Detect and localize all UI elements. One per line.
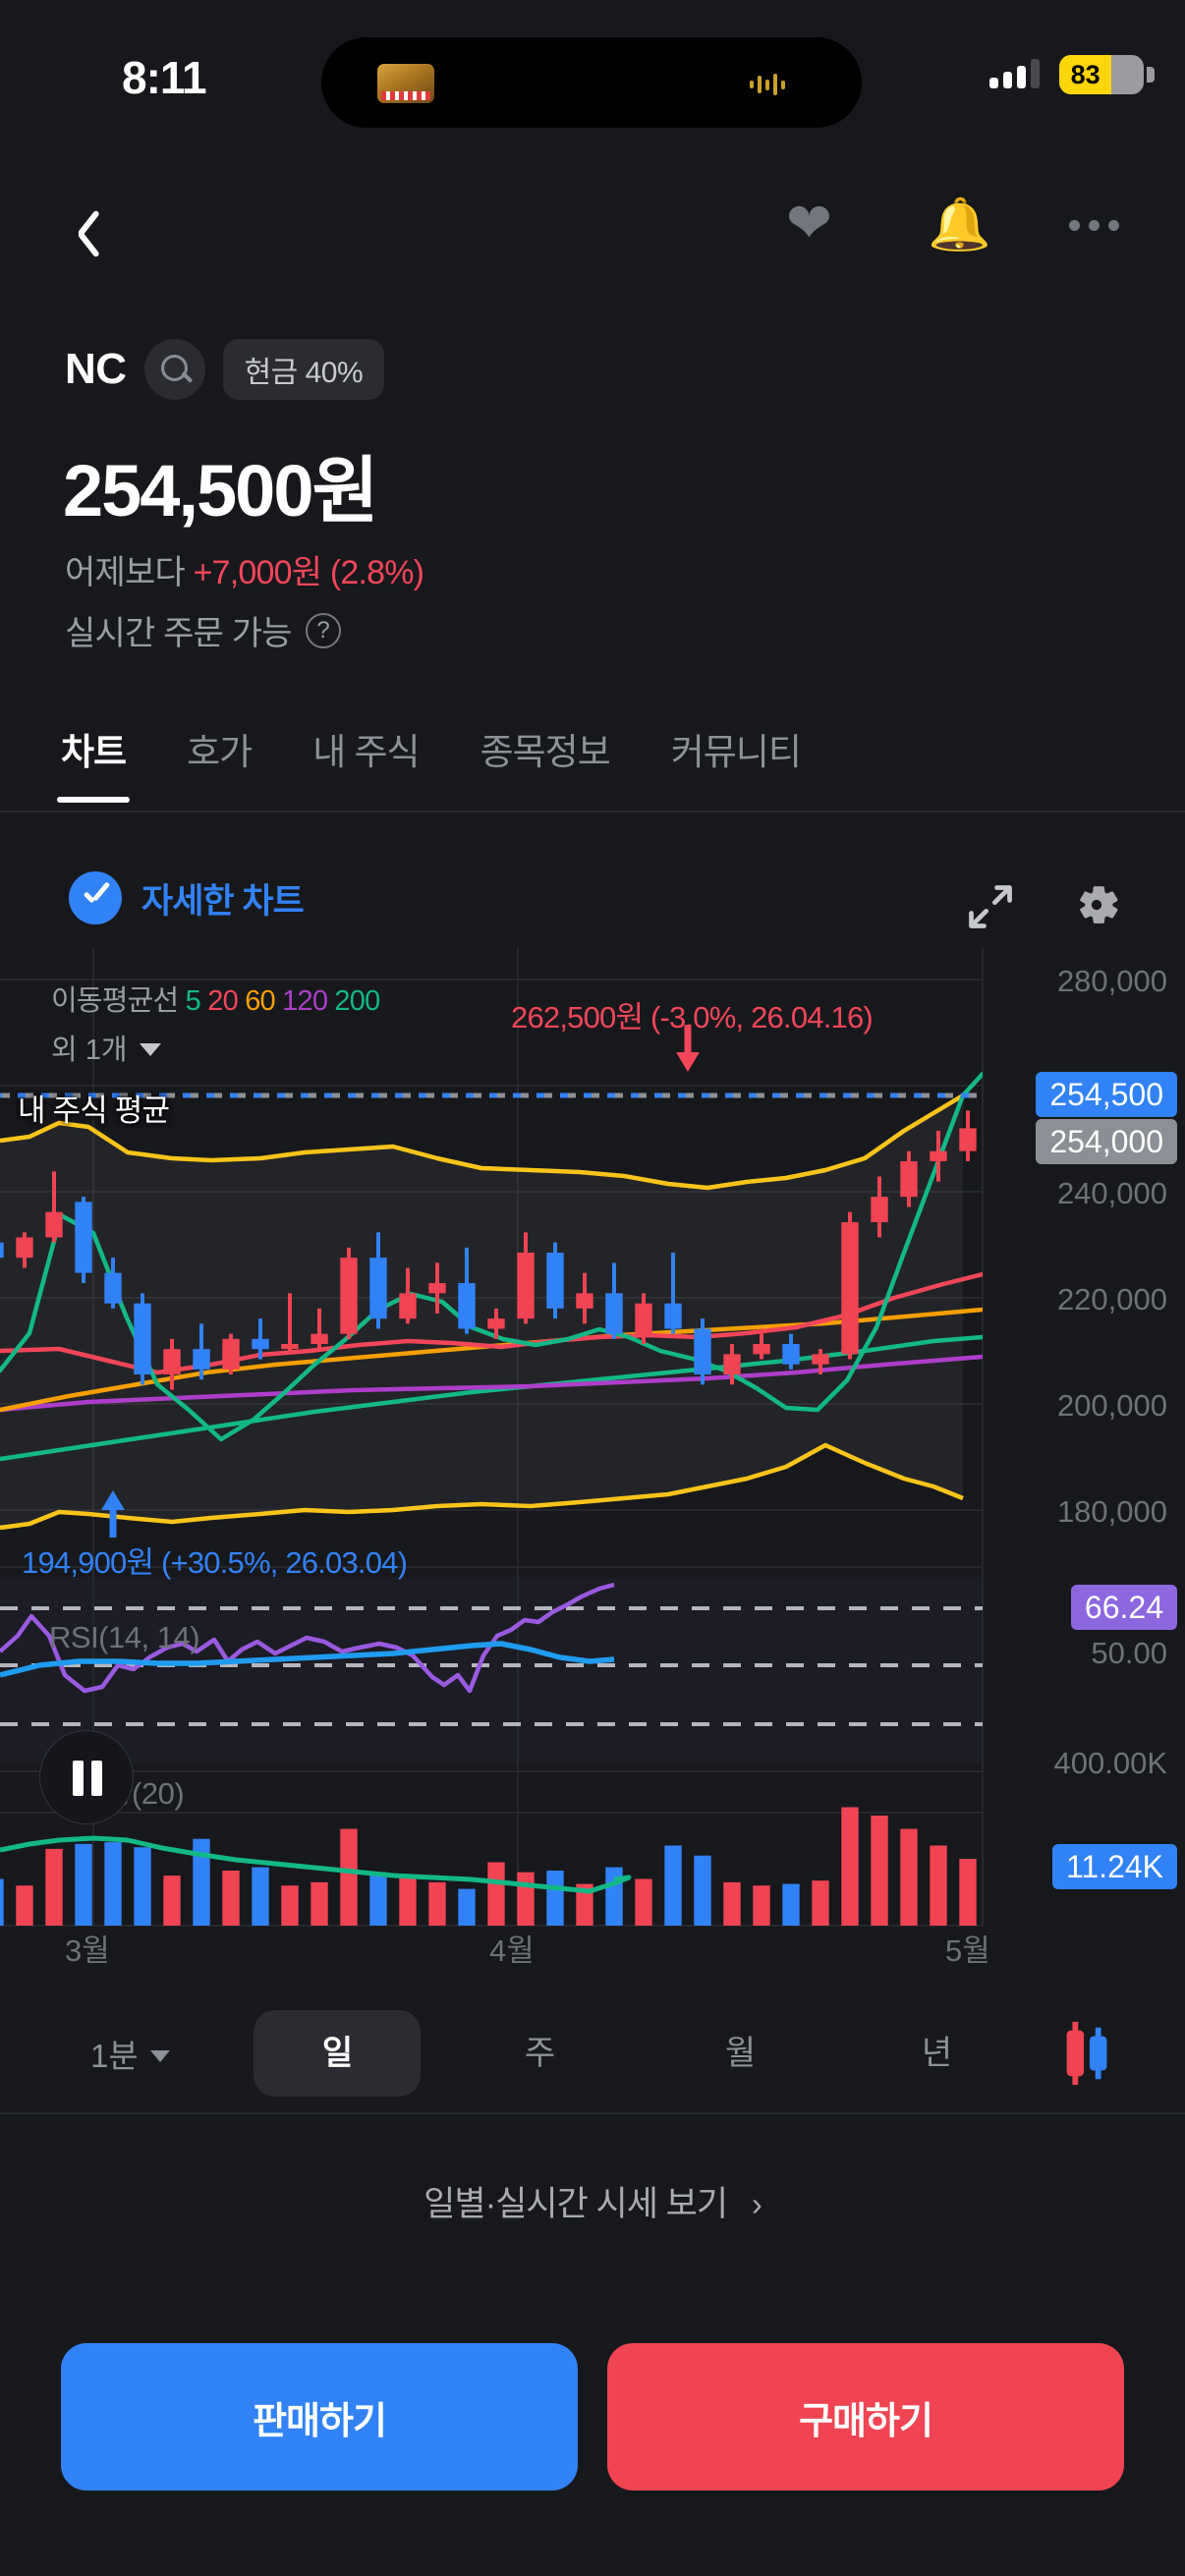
tab-orderbook[interactable]: 호가 (187, 732, 253, 772)
chart-area[interactable]: 이동평균선 5 20 60 120 200 외 1개 262,500원 (-3.… (0, 948, 1185, 1965)
check-icon (69, 871, 122, 924)
detailed-chart-toggle[interactable]: 자세한 차트 (69, 871, 305, 924)
x-tick-may: 5월 (945, 1933, 990, 1968)
rsi-value-badge: 66.24 (1070, 1585, 1177, 1630)
x-tick-march: 3월 (65, 1933, 110, 1968)
daily-realtime-quote-link[interactable]: 일별·실시간 시세 보기 › (0, 2176, 1185, 2226)
price-axis: 280,000 260,000 240,000 220,000 200,000 … (983, 948, 1185, 1965)
battery-percent-label: 83 (1070, 60, 1100, 89)
pause-button[interactable] (39, 1730, 134, 1824)
realtime-order-label: 실시간 주문 가능 (65, 615, 292, 652)
y-tick-180000: 180,000 (1056, 1494, 1167, 1529)
detailed-chart-label: 자세한 차트 (141, 881, 305, 921)
chevron-right-icon: › (751, 2186, 762, 2222)
search-icon[interactable] (143, 339, 205, 400)
average-price-badge: 254,000 (1036, 1119, 1177, 1164)
rsi-mid-label: 50.00 (1091, 1636, 1167, 1670)
ma-more-label: 외 1개 (51, 1035, 128, 1066)
average-line-label: 내 주식 평균 (18, 1093, 170, 1128)
nav-bar: ❤ 🔔 (0, 182, 1185, 290)
battery-tip-icon (1147, 67, 1155, 83)
volume-series (0, 1807, 977, 1926)
ma-200-label: 200 (334, 985, 380, 1017)
tab-chart[interactable]: 차트 (56, 712, 131, 803)
media-app-icon (377, 64, 434, 103)
audio-waveform-icon (750, 73, 795, 96)
ticker-symbol: NC (65, 345, 127, 393)
change-value: +7,000원 (2.8%) (193, 554, 424, 591)
chart-canvas (0, 948, 984, 1927)
rsi-label: RSI(14, 14) (49, 1620, 200, 1654)
section-divider (0, 2112, 1185, 2114)
chevron-down-icon (149, 2049, 170, 2062)
chart-toolbar: 자세한 차트 (0, 860, 1185, 948)
action-bar: 판매하기 구매하기 (0, 2343, 1185, 2491)
battery-icon: 83 (1059, 55, 1144, 94)
daily-realtime-quote-label: 일별·실시간 시세 보기 (423, 2185, 728, 2223)
period-day[interactable]: 일 (254, 2010, 421, 2097)
realtime-order-row[interactable]: 실시간 주문 가능 ? (65, 606, 341, 654)
time-axis: 3월 4월 5월 (0, 1926, 1185, 1994)
status-bar-time: 8:11 (122, 52, 207, 103)
y-tick-200000: 200,000 (1056, 1388, 1167, 1423)
candlestick-icon[interactable] (1057, 2019, 1116, 2088)
more-horizontal-icon[interactable] (1069, 196, 1128, 254)
high-marker (676, 1025, 700, 1072)
ma-60-label: 60 (245, 985, 275, 1017)
tab-stock-info[interactable]: 종목정보 (480, 732, 611, 772)
y-tick-220000: 220,000 (1056, 1282, 1167, 1316)
cash-ratio-badge[interactable]: 현금 40% (222, 339, 385, 400)
ticker-row: NC 현금 40% (65, 339, 385, 400)
status-bar: 8:11 83 (0, 0, 1185, 128)
tab-divider (0, 811, 1185, 812)
y-tick-280000: 280,000 (1056, 964, 1167, 998)
price-change-row: 어제보다 +7,000원 (2.8%) (65, 545, 424, 593)
x-tick-april: 4월 (489, 1933, 535, 1968)
ma-120-label: 120 (282, 985, 328, 1017)
heart-icon[interactable]: ❤ (786, 192, 832, 253)
tab-bar: 차트 호가 내 주식 종목정보 커뮤니티 (0, 712, 1185, 818)
buy-button[interactable]: 구매하기 (607, 2343, 1124, 2491)
period-week[interactable]: 주 (524, 2035, 555, 2072)
current-price: 254,500원 (63, 450, 379, 532)
volume-axis-tick: 400.00K (1053, 1746, 1168, 1780)
low-marker (101, 1490, 125, 1538)
current-price-badge: 254,500 (1036, 1072, 1177, 1117)
y-tick-240000: 240,000 (1056, 1176, 1167, 1210)
ma-5-label: 5 (185, 985, 201, 1017)
sell-button[interactable]: 판매하기 (61, 2343, 578, 2491)
minute-period-label: 1분 (90, 2038, 139, 2074)
chevron-down-icon (139, 1042, 161, 1056)
tab-community[interactable]: 커뮤니티 (670, 732, 802, 772)
tab-my-stock[interactable]: 내 주식 (312, 732, 420, 772)
period-month[interactable]: 월 (724, 2035, 756, 2072)
moving-average-legend: 이동평균선 5 20 60 120 200 (51, 978, 380, 1019)
gear-icon[interactable] (1069, 877, 1124, 932)
ma-legend-label: 이동평균선 (51, 985, 179, 1017)
minute-period-dropdown[interactable]: 1분 (90, 2030, 170, 2077)
bell-icon[interactable]: 🔔 (928, 196, 991, 253)
volume-value-badge: 11.24K (1051, 1844, 1177, 1889)
high-annotation: 262,500원 (-3.0%, 26.04.16) (511, 1000, 874, 1035)
question-mark-icon[interactable]: ? (305, 612, 341, 648)
period-selector: 1분 일 주 월 년 (0, 1999, 1185, 2107)
change-prefix-label: 어제보다 (65, 554, 186, 591)
back-button[interactable] (51, 197, 106, 270)
period-year[interactable]: 년 (921, 2035, 952, 2072)
low-annotation: 194,900원 (+30.5%, 26.03.04) (22, 1545, 408, 1580)
ma-20-label: 20 (207, 985, 238, 1017)
ma-more-dropdown[interactable]: 외 1개 (51, 1027, 161, 1068)
expand-icon[interactable] (965, 881, 1016, 932)
candlestick-series (0, 1110, 977, 1390)
signal-strength-icon (989, 59, 1040, 88)
dynamic-island[interactable] (321, 37, 862, 128)
